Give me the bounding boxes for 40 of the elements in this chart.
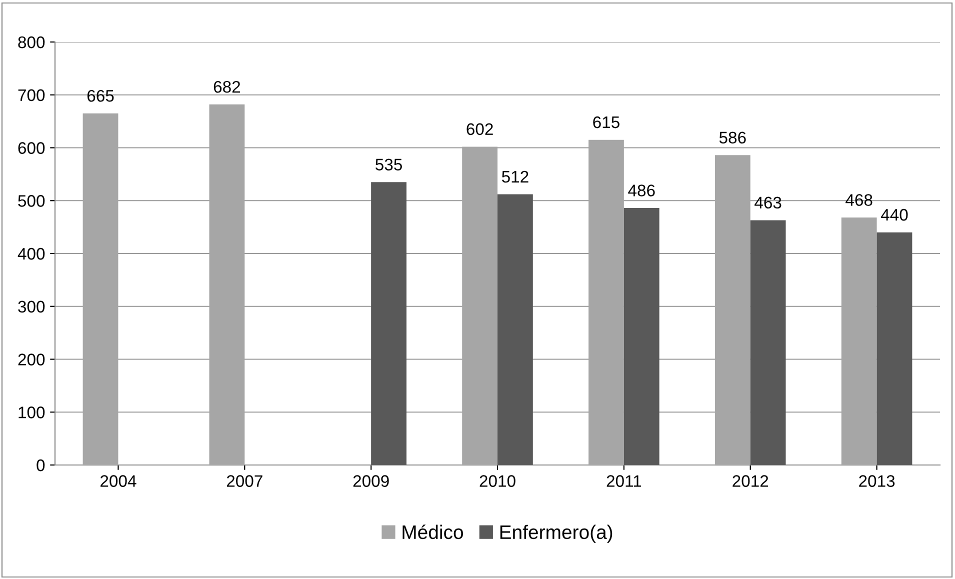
bar (498, 194, 533, 465)
data-label: 463 (754, 196, 782, 209)
bar (371, 182, 406, 465)
data-label: 682 (214, 80, 240, 93)
bar (209, 104, 245, 465)
bar (750, 220, 786, 465)
bar (841, 218, 877, 465)
data-label: 512 (502, 170, 528, 183)
y-tick-label: 300 (18, 300, 45, 313)
bar (624, 208, 660, 465)
data-label: 665 (87, 90, 114, 102)
y-tick-label: 800 (18, 36, 45, 48)
y-tick-label: 0 (36, 459, 45, 472)
y-tick-label: 500 (18, 195, 45, 207)
bar (588, 140, 624, 465)
bar (82, 113, 118, 465)
x-tick-label: 2009 (353, 475, 389, 487)
data-label: 486 (628, 184, 655, 196)
data-label: 615 (593, 116, 620, 128)
x-tick-label: 2004 (100, 475, 136, 487)
x-tick-label: 2011 (606, 475, 642, 487)
bar (876, 232, 912, 465)
legend-label: Médico (402, 524, 463, 540)
x-tick-label: 2012 (732, 475, 768, 487)
data-label: 535 (376, 158, 402, 170)
y-tick-label: 400 (18, 248, 45, 260)
x-tick-label: 2007 (226, 475, 262, 487)
y-tick-label: 700 (18, 89, 45, 102)
data-label: 468 (846, 194, 872, 206)
y-tick-label: 600 (18, 142, 45, 154)
bar (462, 146, 498, 465)
x-tick-label: 2010 (480, 475, 516, 487)
legend-label: Enfermero(a) (500, 524, 612, 543)
y-tick-label: 100 (18, 406, 45, 418)
bar (714, 155, 750, 465)
y-tick-label: 200 (18, 354, 45, 366)
data-label: 602 (466, 123, 493, 136)
data-label: 586 (719, 132, 746, 144)
x-tick-label: 2013 (859, 475, 895, 487)
data-label: 440 (880, 208, 908, 221)
